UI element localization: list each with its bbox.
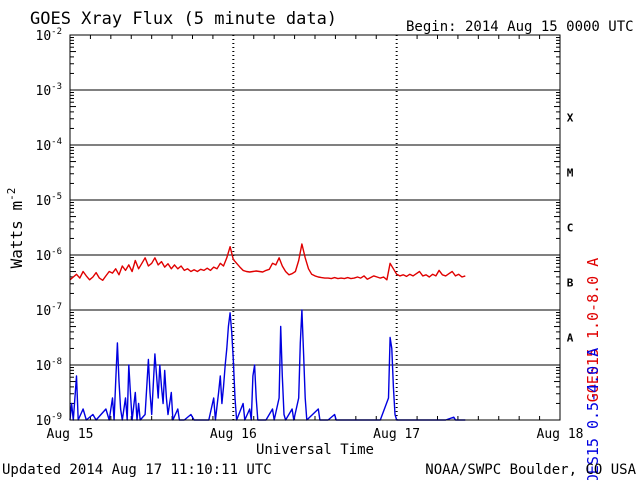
begin-label: Begin: 2014 Aug 15 0000 UTC — [406, 19, 634, 35]
x-axis-label: Universal Time — [256, 442, 374, 458]
y-tick-label: 10-7 — [36, 302, 63, 319]
y-tick-label: 10-2 — [36, 27, 63, 44]
x-tick-label: Aug 15 — [47, 427, 94, 442]
legend-item-long: GOES15 1.0-8.0 A — [584, 258, 602, 403]
y-tick-label: 10-9 — [36, 412, 63, 429]
legend-item-short: GOES15 0.5-4.0 A — [584, 348, 602, 480]
legend-label-long: GOES15 1.0-8.0 A — [584, 258, 602, 403]
svg-text:Watts m-2: Watts m-2 — [5, 188, 26, 269]
y-tick-label: 10-3 — [36, 82, 63, 99]
x-tick-label: Aug 16 — [210, 427, 257, 442]
series-layer — [69, 243, 466, 421]
y-tick-label: 10-8 — [36, 357, 63, 374]
x-tick-label: Aug 18 — [537, 427, 584, 442]
flare-class-label: A — [567, 332, 574, 345]
flare-class-label: B — [567, 277, 574, 290]
flare-class-label: C — [567, 222, 574, 235]
y-tick-label: 10-4 — [36, 137, 63, 154]
credit-text: NOAA/SWPC Boulder, CO USA — [425, 462, 636, 478]
y-axis-label-sup: -2 — [5, 188, 18, 201]
plot-frame — [69, 34, 561, 421]
y-tick-label: 10-6 — [36, 247, 63, 264]
flare-class-label: X — [567, 112, 574, 125]
y-tick-label: 10-5 — [36, 192, 63, 209]
legend-label-short: GOES15 0.5-4.0 A — [584, 348, 602, 480]
y-axis-ticks: 10-2 10-3 10-4 10-5 10-6 10-7 10-8 10-9 — [36, 27, 560, 429]
flare-class-label: M — [567, 167, 574, 180]
grid — [70, 35, 560, 420]
y-axis-label-text: Watts m — [7, 201, 26, 268]
series-line-0 — [69, 243, 466, 281]
updated-text: Updated 2014 Aug 17 11:10:11 UTC — [2, 462, 272, 478]
chart-title: GOES Xray Flux (5 minute data) — [30, 9, 337, 29]
flare-class-labels: X M C B A — [567, 112, 574, 345]
x-tick-label: Aug 17 — [373, 427, 420, 442]
y-axis-label: Watts m-2 — [5, 188, 26, 269]
x-axis-ticks: Aug 15 Aug 16 Aug 17 Aug 18 — [47, 35, 584, 442]
